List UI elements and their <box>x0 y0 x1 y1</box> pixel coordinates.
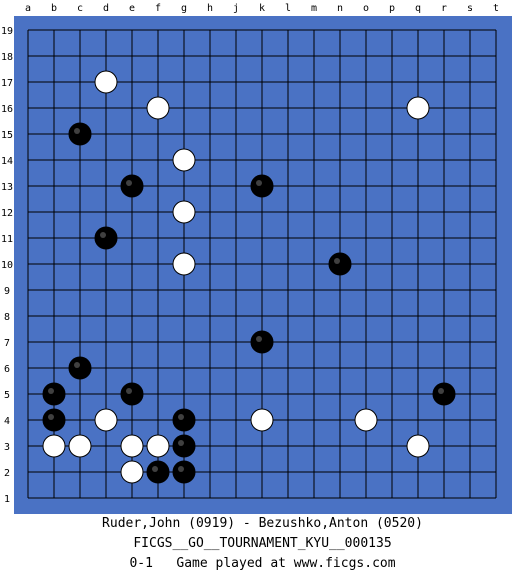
black-stone <box>172 408 196 432</box>
white-stone <box>172 200 196 224</box>
players-line: Ruder,John (0919) - Bezushko,Anton (0520… <box>102 516 423 531</box>
column-label: r <box>441 3 447 14</box>
column-label: g <box>181 3 187 14</box>
column-label: e <box>129 3 135 14</box>
row-label: 17 <box>1 78 13 89</box>
column-label: h <box>207 3 213 14</box>
white-stone <box>146 96 170 120</box>
white-stone <box>42 434 66 458</box>
row-label: 19 <box>1 26 13 37</box>
white-stone <box>120 460 144 484</box>
column-label: n <box>337 3 343 14</box>
column-label: k <box>259 3 265 14</box>
row-label: 14 <box>1 156 13 167</box>
go-board-svg: a b c d e f g h j k l m n o p q r s t191817161514131211109… <box>1 3 512 514</box>
black-stone <box>328 252 352 276</box>
white-stone <box>68 434 92 458</box>
black-stone <box>172 434 196 458</box>
row-label: 16 <box>1 104 13 115</box>
column-label: c <box>77 3 83 14</box>
black-stone <box>120 382 144 406</box>
white-stone <box>94 70 118 94</box>
black-stone <box>120 174 144 198</box>
row-label: 11 <box>1 234 13 245</box>
row-label: 13 <box>1 182 13 193</box>
row-label: 6 <box>4 364 10 375</box>
row-label: 1 <box>4 494 10 505</box>
column-label: j <box>233 3 239 14</box>
row-label: 18 <box>1 52 13 63</box>
result-line: 0-1 Game played at www.ficgs.com <box>129 556 396 571</box>
white-stone <box>250 408 274 432</box>
black-stone <box>432 382 456 406</box>
white-stone <box>120 434 144 458</box>
column-label: a <box>25 3 31 14</box>
white-stone <box>172 148 196 172</box>
black-stone <box>250 330 274 354</box>
column-label: b <box>51 3 57 14</box>
row-label: 15 <box>1 130 13 141</box>
row-label: 8 <box>4 312 10 323</box>
row-label: 2 <box>4 468 10 479</box>
black-stone <box>94 226 118 250</box>
white-stone <box>172 252 196 276</box>
column-label: d <box>103 3 109 14</box>
row-label: 12 <box>1 208 13 219</box>
row-label: 10 <box>1 260 13 271</box>
black-stone <box>172 460 196 484</box>
black-stone <box>250 174 274 198</box>
column-label: m <box>311 3 317 14</box>
column-label: p <box>389 3 395 14</box>
black-stone <box>68 122 92 146</box>
column-label: s <box>467 3 473 14</box>
row-label: 3 <box>4 442 10 453</box>
black-stone <box>42 408 66 432</box>
go-board: a b c d e f g h j k l m n o p q r s t 19 18 17 16 15 14 13 12 11 10 9… <box>1 3 512 514</box>
row-label: 4 <box>4 416 10 427</box>
column-label: t <box>493 3 499 14</box>
black-stone <box>146 460 170 484</box>
white-stone <box>146 434 170 458</box>
black-stone <box>68 356 92 380</box>
black-stone <box>42 382 66 406</box>
column-label: o <box>363 3 369 14</box>
event-line: FICGS__GO__TOURNAMENT_KYU__000135 <box>133 536 392 551</box>
row-label: 9 <box>4 286 10 297</box>
white-stone <box>406 434 430 458</box>
white-stone <box>354 408 378 432</box>
row-label: 5 <box>4 390 10 401</box>
white-stone <box>406 96 430 120</box>
white-stone <box>94 408 118 432</box>
column-label: l <box>285 3 291 14</box>
row-label: 7 <box>4 338 10 349</box>
column-label: f <box>155 3 161 14</box>
column-label: q <box>415 3 421 14</box>
